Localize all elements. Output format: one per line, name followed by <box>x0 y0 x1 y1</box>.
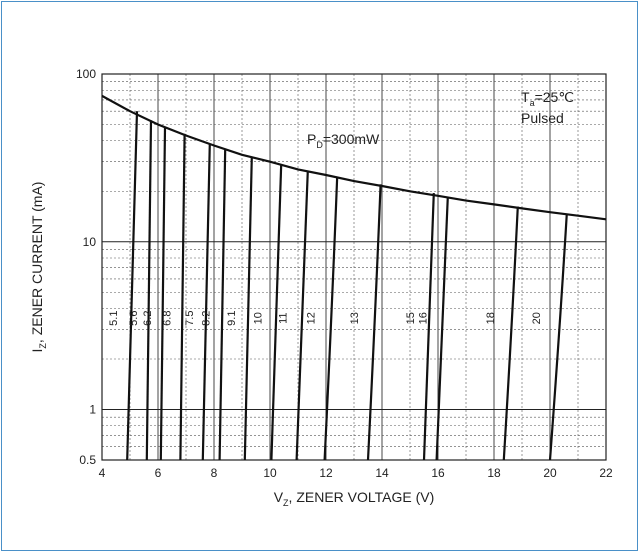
zener-curve-9-1 <box>243 156 253 461</box>
curve-label-5-1: 5.1 <box>108 311 120 326</box>
curve-label-8-2: 8.2 <box>201 311 213 326</box>
x-tick-label: 18 <box>487 466 501 480</box>
zener-curve-7-5 <box>201 143 211 461</box>
x-tick-label: 12 <box>319 466 333 480</box>
zener-curve-5-6 <box>145 120 153 461</box>
curve-label-13: 13 <box>349 312 361 324</box>
y-tick-label: 100 <box>76 67 96 81</box>
grid <box>102 74 606 460</box>
zener-curve-15 <box>422 193 435 461</box>
plot-area-border <box>101 73 607 461</box>
curve-label-11: 11 <box>278 312 290 323</box>
x-axis-label: VZ, ZENER VOLTAGE (V) <box>274 489 435 508</box>
curve-label-6-2: 6.2 <box>142 311 154 326</box>
curve-label-7-5: 7.5 <box>184 311 196 326</box>
x-tick-label: 22 <box>599 466 613 480</box>
zener-curve-18 <box>502 206 519 461</box>
condition-mode: Pulsed <box>521 110 564 126</box>
power-limit-curve <box>101 94 607 221</box>
zener-curve-8-2 <box>218 149 227 461</box>
curve-labels: 5.1 5.6 6.2 6.8 7.5 8.2 9.1 10 11 12 13 15 16 18 20 <box>108 311 543 326</box>
y-tick-label: 0.5 <box>79 453 96 467</box>
curve-label-16: 16 <box>418 312 430 324</box>
zener-curve-5-1 <box>126 111 139 461</box>
y-tick-label: 10 <box>83 235 97 249</box>
x-tick-label: 16 <box>431 466 445 480</box>
zener-curve-13 <box>366 184 382 461</box>
zener-curve-10 <box>270 164 283 461</box>
curve-label-9-1: 9.1 <box>226 311 238 326</box>
power-limit-label: PD=300mW <box>307 131 380 150</box>
zener-curve-20 <box>548 213 568 461</box>
condition-temperature: Ta=25℃ <box>521 89 574 108</box>
curve-label-10: 10 <box>252 312 264 324</box>
zener-curve-12 <box>323 176 339 461</box>
x-tick-label: 4 <box>99 466 106 480</box>
curve-label-5-6: 5.6 <box>128 311 140 326</box>
x-tick-label: 10 <box>263 466 277 480</box>
zener-curve-11 <box>295 170 309 461</box>
zener-curve-16 <box>435 196 449 461</box>
curve-label-18: 18 <box>485 312 497 324</box>
zener-curve-6-8 <box>179 133 186 461</box>
x-tick-label: 20 <box>543 466 557 480</box>
curve-label-15: 15 <box>405 312 417 324</box>
x-tick-label: 14 <box>375 466 389 480</box>
x-tick-label: 8 <box>211 466 218 480</box>
x-tick-label: 6 <box>155 466 162 480</box>
curve-label-20: 20 <box>531 312 543 324</box>
axes <box>101 73 607 461</box>
curve-label-6-8: 6.8 <box>161 311 173 326</box>
y-tick-label: 1 <box>89 403 96 417</box>
zener-curves <box>101 94 607 461</box>
y-axis-label: IZ, ZENER CURRENT (mA) <box>29 182 48 353</box>
zener-curve-6-2 <box>159 127 167 461</box>
curve-label-12: 12 <box>306 312 318 324</box>
tick-labels: 4 6 8 10 12 14 16 18 20 22 0.5 1 10 100 <box>76 67 613 480</box>
